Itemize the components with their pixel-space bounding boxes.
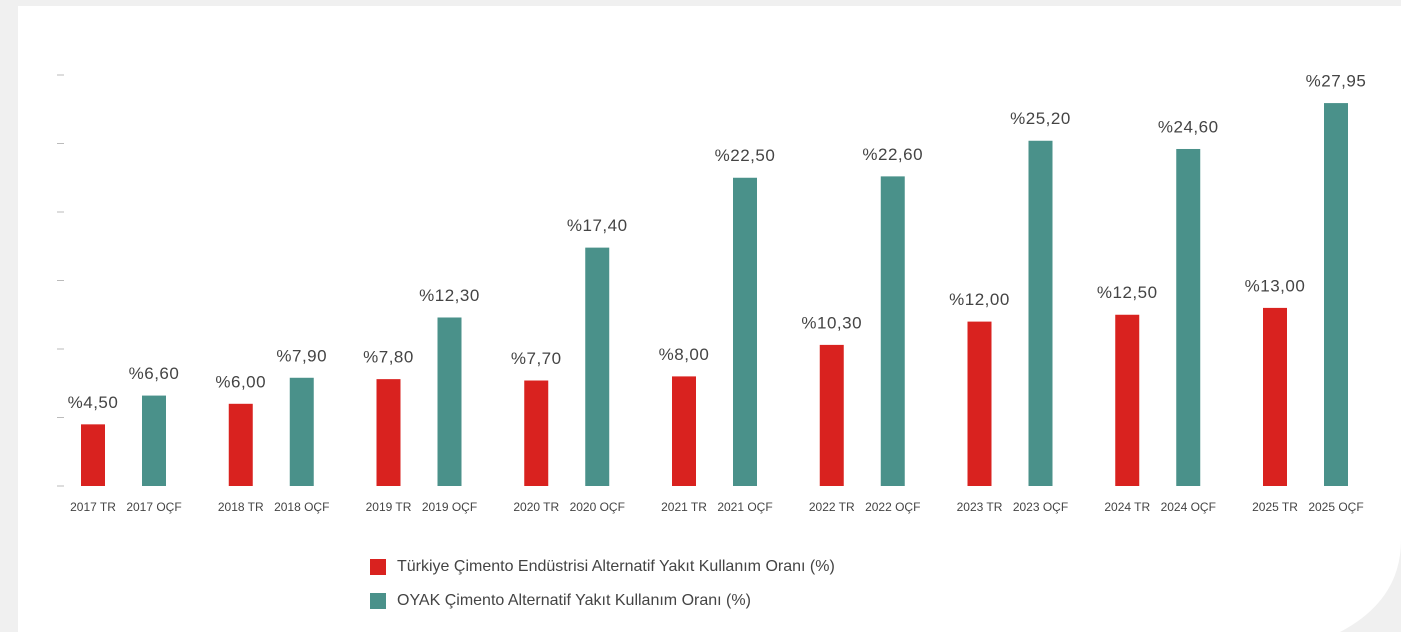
bar bbox=[819, 344, 844, 486]
bar bbox=[880, 176, 905, 486]
legend-label: Türkiye Çimento Endüstrisi Alternatif Ya… bbox=[397, 558, 835, 575]
bar bbox=[1115, 314, 1140, 486]
x-tick-label: 2019 TR bbox=[366, 500, 412, 514]
bar bbox=[733, 177, 757, 486]
bar bbox=[1028, 140, 1053, 486]
x-tick-label: 2018 TR bbox=[218, 500, 264, 514]
x-tick-label: 2024 OÇF bbox=[1161, 500, 1216, 514]
value-label: %24,60 bbox=[1158, 117, 1219, 136]
value-label: %4,50 bbox=[68, 393, 119, 412]
x-tick-label: 2021 TR bbox=[661, 500, 707, 514]
x-tick-label: 2022 TR bbox=[809, 500, 855, 514]
legend-swatch bbox=[370, 593, 386, 609]
x-tick-label: 2019 OÇF bbox=[422, 500, 477, 514]
bar bbox=[437, 317, 462, 486]
legend-label: OYAK Çimento Alternatif Yakıt Kullanım O… bbox=[397, 592, 751, 609]
value-label: %6,00 bbox=[215, 372, 266, 391]
x-tick-label: 2017 OÇF bbox=[126, 500, 181, 514]
value-label: %13,00 bbox=[1245, 276, 1306, 295]
bar bbox=[142, 395, 166, 486]
bar bbox=[376, 379, 401, 486]
bar bbox=[672, 376, 696, 486]
value-label: %12,00 bbox=[949, 290, 1010, 309]
value-label: %25,20 bbox=[1010, 109, 1071, 128]
x-tick-label: 2022 OÇF bbox=[865, 500, 920, 514]
x-tick-label: 2023 TR bbox=[957, 500, 1003, 514]
value-label: %22,50 bbox=[715, 146, 776, 165]
bar bbox=[967, 321, 992, 486]
value-label: %22,60 bbox=[862, 145, 923, 164]
x-tick-label: 2024 TR bbox=[1104, 500, 1150, 514]
value-label: %7,90 bbox=[276, 346, 327, 365]
legend-swatch bbox=[370, 559, 386, 575]
value-label: %17,40 bbox=[567, 216, 628, 235]
value-label: %27,95 bbox=[1306, 72, 1367, 91]
bar bbox=[289, 377, 314, 486]
bar bbox=[585, 247, 610, 486]
value-label: %7,80 bbox=[363, 348, 414, 367]
bar bbox=[524, 380, 549, 486]
x-tick-label: 2025 TR bbox=[1252, 500, 1298, 514]
x-tick-label: 2020 OÇF bbox=[570, 500, 625, 514]
bar bbox=[1176, 148, 1201, 487]
value-label: %6,60 bbox=[129, 364, 180, 383]
value-label: %12,30 bbox=[419, 286, 480, 305]
value-label: %8,00 bbox=[659, 345, 710, 364]
value-label: %7,70 bbox=[511, 349, 562, 368]
bar bbox=[81, 424, 105, 486]
panel bbox=[18, 6, 1401, 632]
x-tick-label: 2017 TR bbox=[70, 500, 116, 514]
value-label: %10,30 bbox=[801, 313, 862, 332]
x-tick-label: 2023 OÇF bbox=[1013, 500, 1068, 514]
bar bbox=[1324, 103, 1348, 487]
value-label: %12,50 bbox=[1097, 283, 1158, 302]
x-tick-label: 2025 OÇF bbox=[1308, 500, 1363, 514]
bar bbox=[228, 403, 253, 486]
x-tick-label: 2021 OÇF bbox=[717, 500, 772, 514]
x-tick-label: 2020 TR bbox=[513, 500, 559, 514]
x-tick-label: 2018 OÇF bbox=[274, 500, 329, 514]
bar bbox=[1263, 307, 1287, 486]
